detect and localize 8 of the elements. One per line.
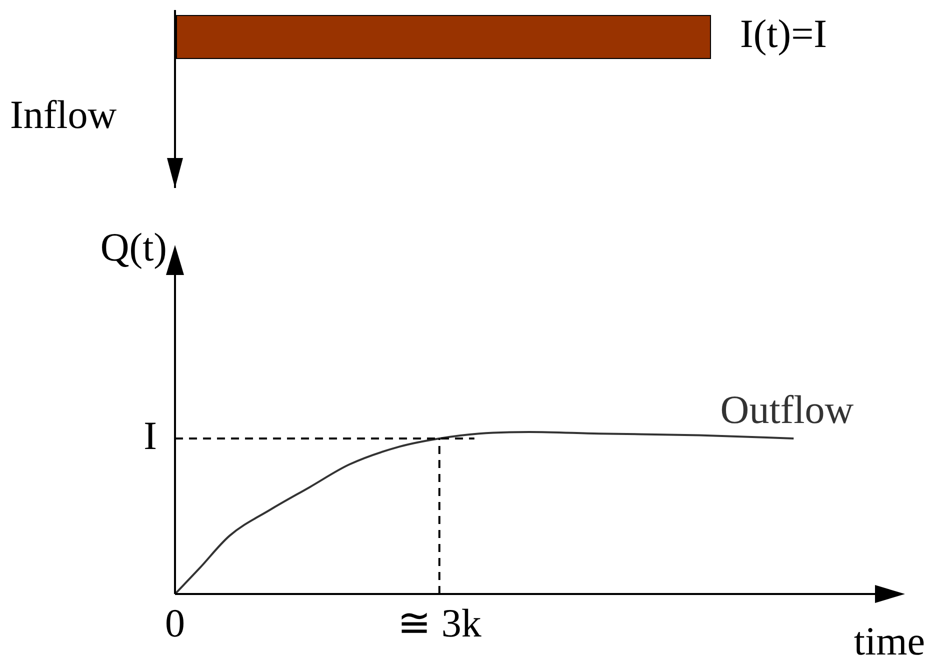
ref-line-label: I	[144, 412, 157, 458]
series-label: Outflow	[720, 386, 854, 432]
text: I(t)=I	[740, 11, 827, 56]
x-axis-title: time	[854, 618, 925, 664]
y-axis-title: Q(t)	[100, 224, 167, 270]
text: Inflow	[10, 92, 117, 137]
x-tick-label: ≅ 3k	[397, 600, 482, 646]
x-tick-label: 0	[165, 600, 185, 646]
